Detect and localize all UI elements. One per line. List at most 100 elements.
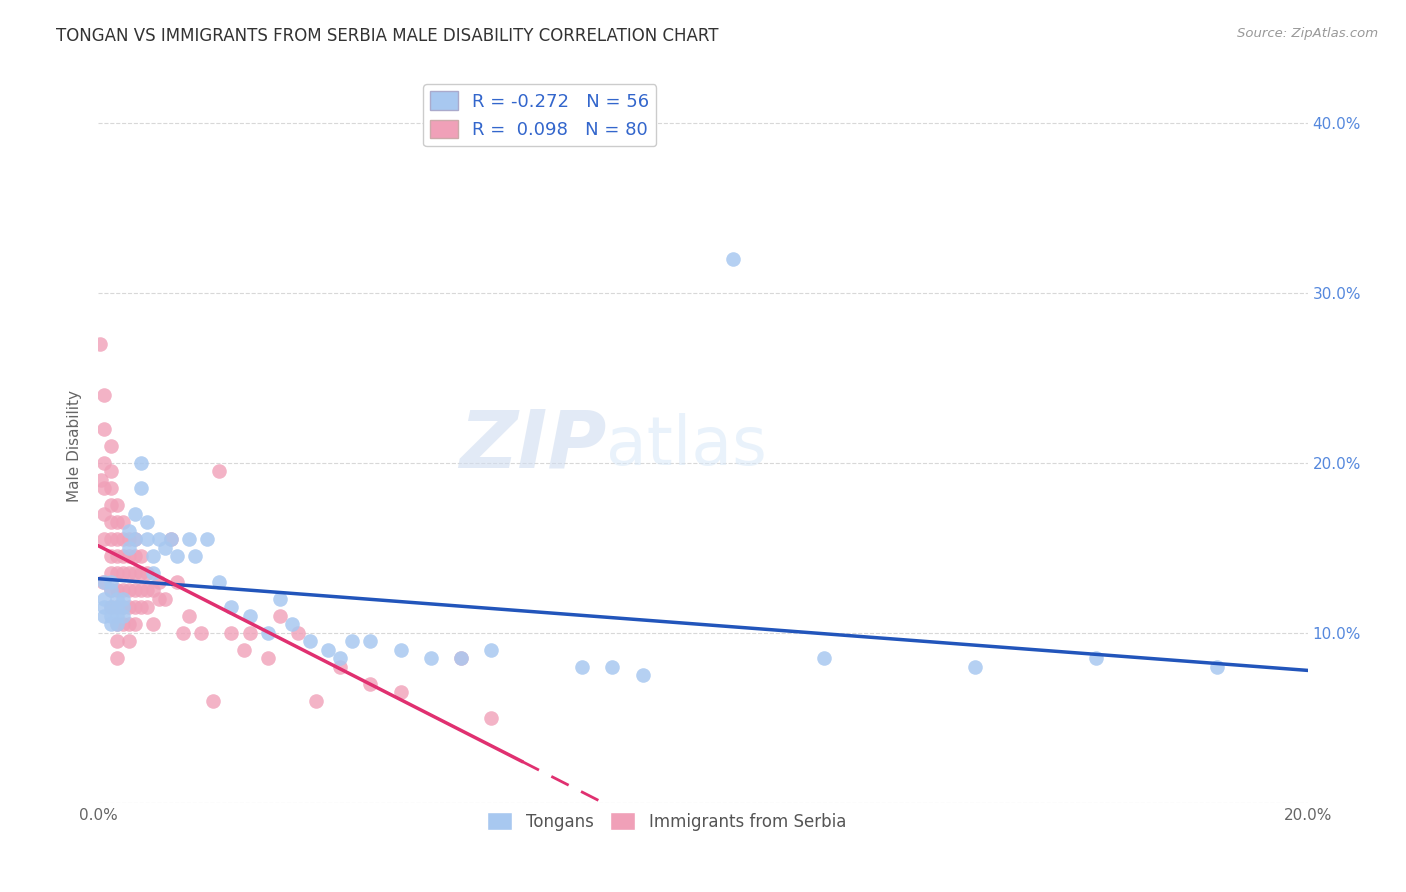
Point [118,524,141,538]
Point [148,533,170,547]
Point [221,600,243,615]
Point [129,549,152,564]
Point [105,549,128,564]
Point [100,566,122,581]
Point [281,617,304,632]
Point [316,643,339,657]
Point [135,533,157,547]
Point [202,694,225,708]
Text: Source: ZipAtlas.com: Source: ZipAtlas.com [1237,27,1378,40]
Point [118,549,141,564]
Point [179,533,201,547]
Point [124,600,146,615]
Point [93,533,115,547]
Point [450,651,472,665]
Point [100,583,122,598]
Point [100,549,122,564]
Point [481,711,503,725]
Point [111,583,134,598]
Point [142,549,165,564]
Point [93,482,115,496]
Point [105,617,128,632]
Point [256,626,278,640]
Point [135,516,157,530]
Point [93,388,115,402]
Point [723,252,745,266]
Point [1206,660,1229,674]
Legend: Tongans, Immigrants from Serbia: Tongans, Immigrants from Serbia [481,805,852,838]
Point [153,541,176,555]
Point [100,600,122,615]
Point [129,456,152,470]
Point [190,626,212,640]
Point [118,566,141,581]
Point [90,473,112,487]
Point [195,533,218,547]
Point [105,600,128,615]
Point [118,634,141,648]
Point [305,694,328,708]
Point [389,643,412,657]
Point [111,549,134,564]
Point [105,583,128,598]
Point [142,583,165,598]
Point [111,600,134,615]
Point [166,574,188,589]
Point [105,566,128,581]
Point [269,591,291,606]
Point [105,591,128,606]
Point [153,591,176,606]
Point [269,608,291,623]
Point [184,549,207,564]
Y-axis label: Male Disability: Male Disability [67,390,83,502]
Point [160,533,183,547]
Point [142,617,165,632]
Point [420,651,443,665]
Point [299,634,322,648]
Point [360,677,382,691]
Point [124,566,146,581]
Point [129,482,152,496]
Point [148,591,170,606]
Point [105,499,128,513]
Point [105,634,128,648]
Point [389,685,412,699]
Point [232,643,254,657]
Point [124,533,146,547]
Text: TONGAN VS IMMIGRANTS FROM SERBIA MALE DISABILITY CORRELATION CHART: TONGAN VS IMMIGRANTS FROM SERBIA MALE DI… [56,27,718,45]
Point [100,499,122,513]
Point [208,465,231,479]
Point [111,566,134,581]
Point [93,456,115,470]
Point [93,422,115,436]
Point [100,608,122,623]
Point [129,566,152,581]
Point [813,651,835,665]
Point [221,626,243,640]
Point [111,591,134,606]
Point [93,574,115,589]
Point [89,337,111,351]
Point [179,608,201,623]
Point [111,608,134,623]
Point [111,533,134,547]
Point [160,533,183,547]
Point [1085,651,1108,665]
Point [100,533,122,547]
Point [105,617,128,632]
Point [93,608,115,623]
Point [239,608,262,623]
Point [135,600,157,615]
Point [602,660,624,674]
Point [129,583,152,598]
Point [571,660,593,674]
Point [329,651,352,665]
Point [105,533,128,547]
Point [135,583,157,598]
Point [105,600,128,615]
Point [450,651,472,665]
Point [100,600,122,615]
Point [100,439,122,453]
Point [118,541,141,555]
Point [93,600,115,615]
